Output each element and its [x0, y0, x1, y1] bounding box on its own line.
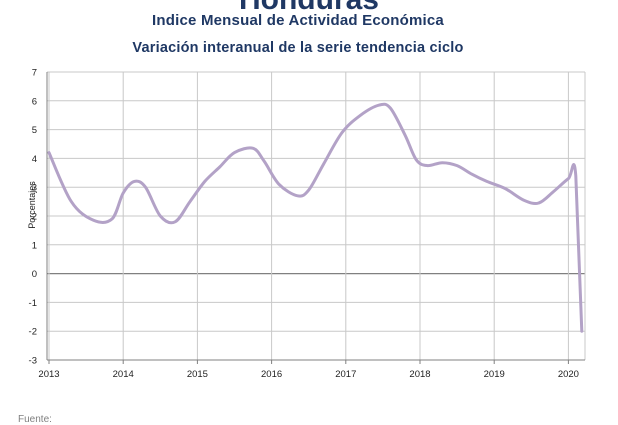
- y-tick-label: 0: [32, 269, 37, 280]
- x-tick-label: 2015: [187, 369, 208, 380]
- chart-title: Indice Mensual de Actividad Económica: [152, 12, 444, 29]
- x-tick-label: 2019: [484, 369, 505, 380]
- y-tick-label: 6: [32, 96, 37, 107]
- y-tick-label: 7: [32, 68, 37, 79]
- x-tick-label: 2016: [261, 369, 282, 380]
- x-tick-label: 2014: [113, 369, 134, 380]
- y-tick-label: 5: [32, 125, 37, 136]
- series-line: [47, 102, 584, 333]
- y-tick-label: -1: [29, 298, 37, 309]
- y-tick-label: -2: [29, 327, 37, 338]
- source-note: Fuente:: [18, 414, 52, 425]
- clipped-country-title: Honduras: [0, 0, 618, 15]
- y-tick-label: 3: [32, 183, 37, 194]
- y-tick-label: 2: [32, 212, 37, 223]
- x-tick-label: 2013: [38, 369, 59, 380]
- chart-subtitle: Variación interanual de la serie tendenc…: [132, 40, 464, 56]
- x-tick-label: 2020: [558, 369, 579, 380]
- y-tick-label: 4: [32, 154, 37, 165]
- x-tick-label: 2018: [409, 369, 430, 380]
- y-tick-label: -3: [29, 356, 37, 367]
- x-tick-label: 2017: [335, 369, 356, 380]
- y-tick-label: 1: [32, 240, 37, 251]
